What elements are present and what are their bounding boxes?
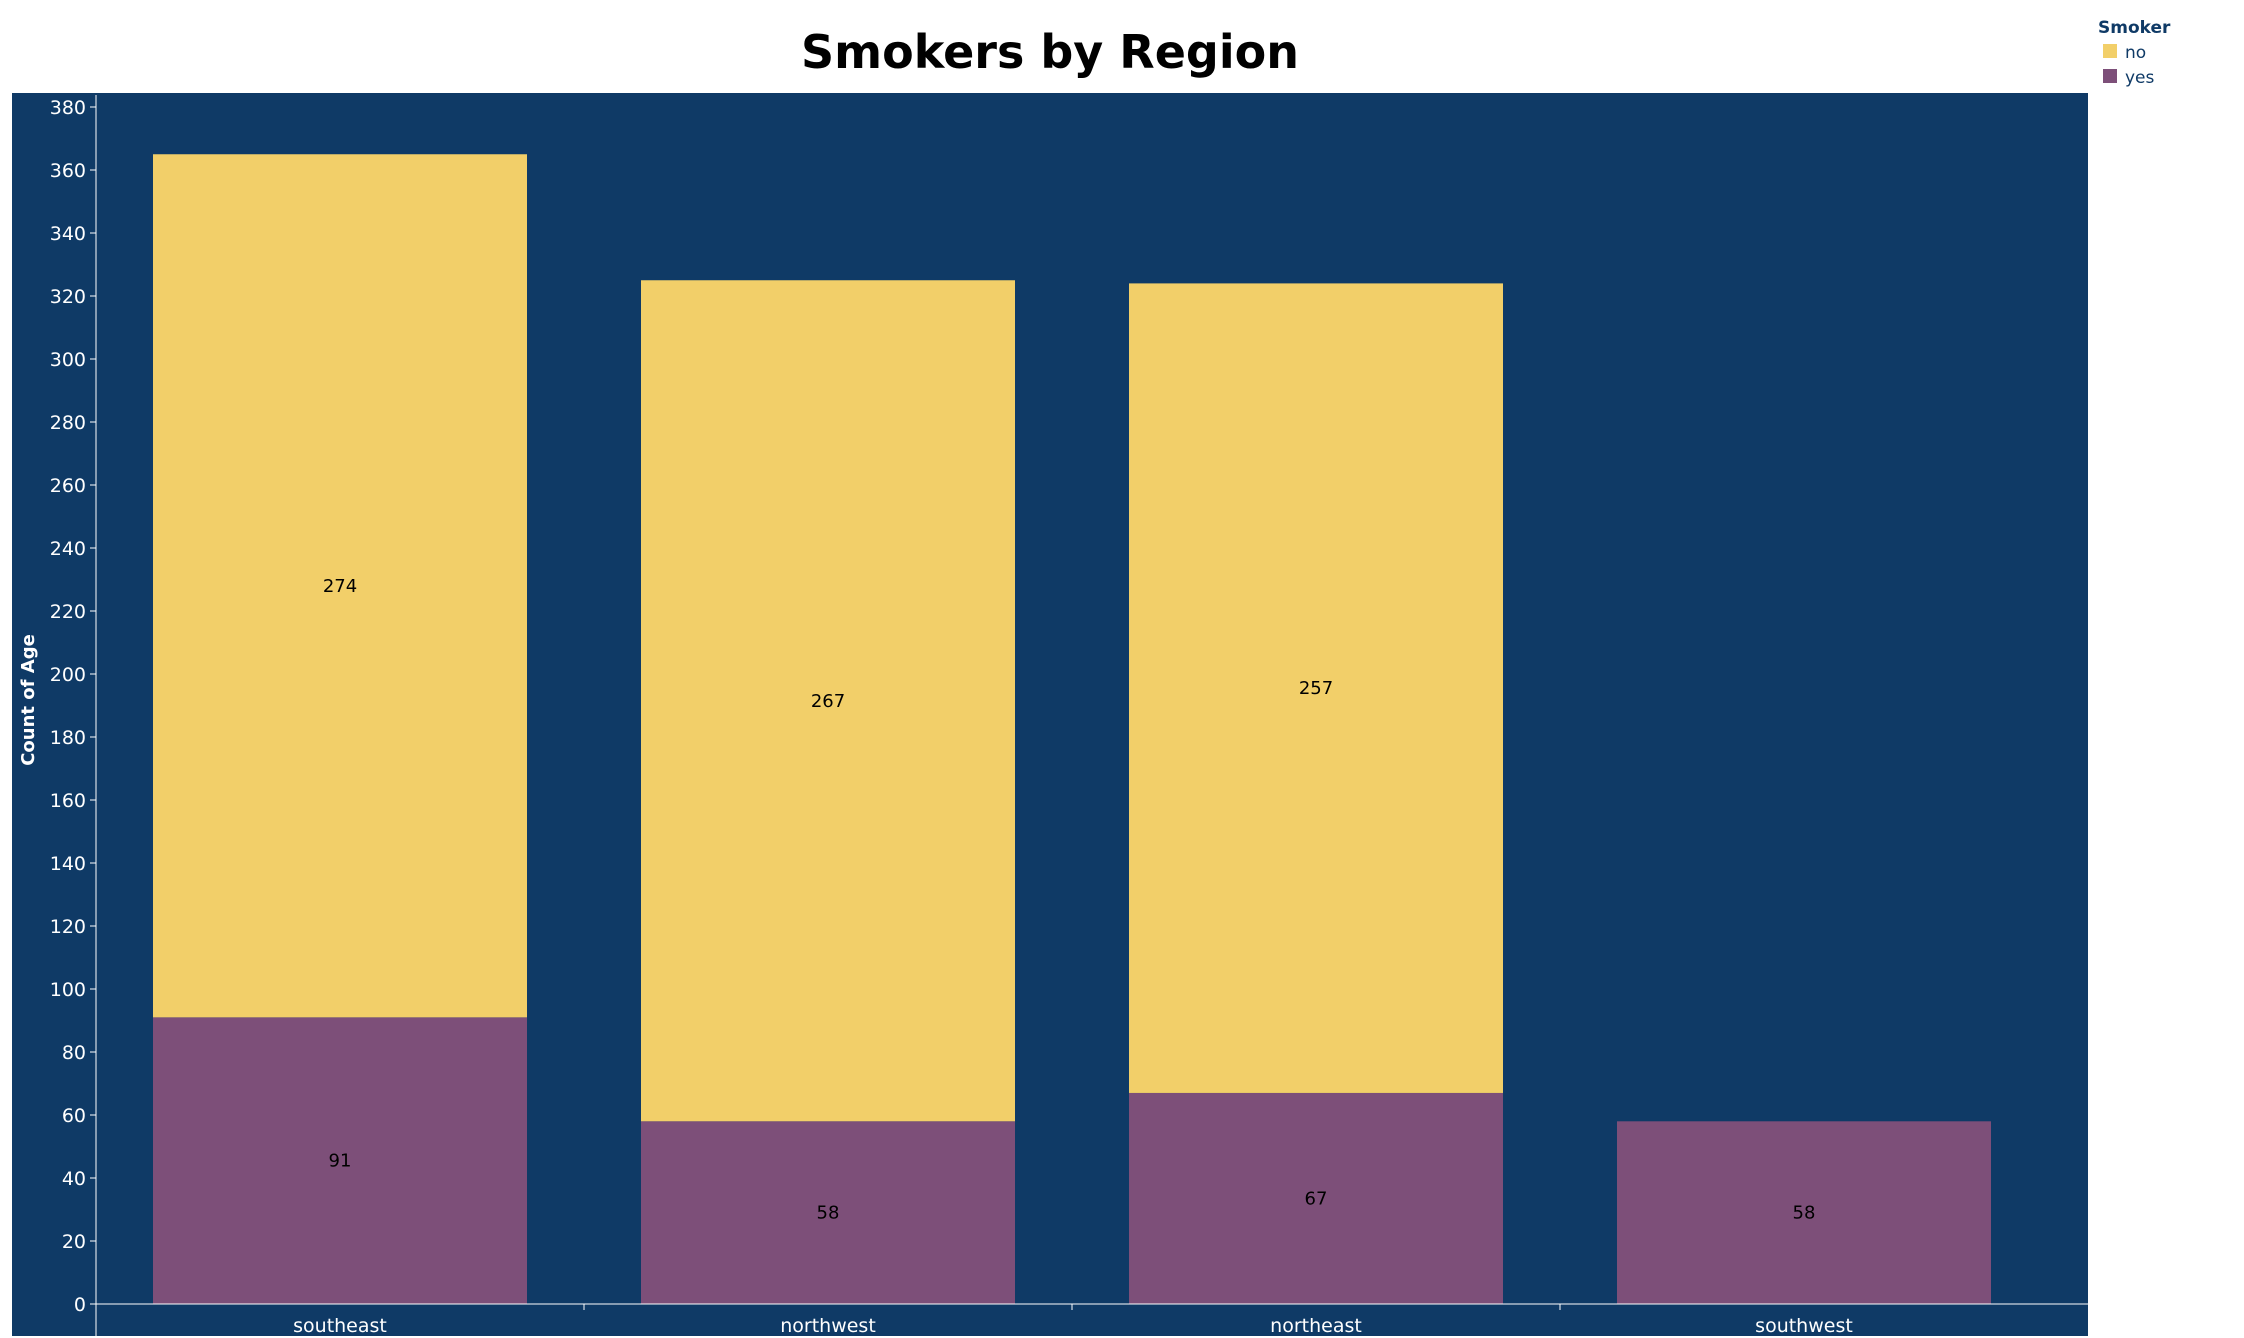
- y-tick-label: 280: [50, 412, 86, 434]
- x-tick-label-southeast: southeast: [293, 1315, 387, 1337]
- bars-group: 91 274 58 267 67 257 58: [153, 154, 1991, 1304]
- y-tick-label: 300: [50, 349, 86, 371]
- legend-swatch-no: [2103, 44, 2117, 58]
- y-tick-label: 120: [50, 916, 86, 938]
- y-tick-label: 320: [50, 286, 86, 308]
- legend-label-yes: yes: [2125, 68, 2155, 88]
- y-tick-label: 40: [62, 1168, 86, 1190]
- legend-swatch-yes: [2103, 69, 2117, 83]
- chart-title: Smokers by Region: [801, 25, 1299, 79]
- bar-yes-northwest: [641, 1121, 1015, 1304]
- y-axis: 0 20 40 60 80 100 120 140 160 180 200 220 240 260 280 3…: [50, 95, 97, 1336]
- y-tick-label: 100: [50, 979, 86, 1001]
- data-label-yes-northeast: 67: [1305, 1188, 1328, 1209]
- x-axis: southeast northwest northeast southwest: [96, 1303, 2088, 1337]
- y-tick-label: 20: [62, 1231, 86, 1253]
- y-axis-label: Count of Age: [18, 634, 39, 766]
- bar-yes-southeast: [153, 1017, 527, 1304]
- x-tick-label-southwest: southwest: [1755, 1315, 1853, 1337]
- y-tick-label: 260: [50, 475, 86, 497]
- bar-yes-northeast: [1129, 1092, 1503, 1304]
- x-tick-label-northwest: northwest: [780, 1315, 876, 1337]
- bar-no-northeast: [1129, 283, 1503, 1093]
- data-label-no-northwest: 267: [811, 691, 845, 712]
- y-tick-label: 220: [50, 601, 86, 623]
- bar-no-northwest: [641, 280, 1015, 1122]
- legend: Smoker no yes: [2098, 18, 2171, 88]
- y-tick-label: 80: [62, 1042, 86, 1064]
- y-tick-label: 160: [50, 790, 86, 812]
- legend-title: Smoker: [2098, 18, 2171, 38]
- y-tick-label: 0: [74, 1294, 86, 1316]
- data-label-yes-northwest: 58: [817, 1203, 840, 1224]
- data-label-no-northeast: 257: [1299, 678, 1333, 699]
- y-tick-label: 340: [50, 223, 86, 245]
- legend-label-no: no: [2125, 43, 2146, 63]
- y-tick-label: 60: [62, 1105, 86, 1127]
- data-label-no-southeast: 274: [323, 576, 357, 597]
- y-tick-label: 140: [50, 853, 86, 875]
- bar-yes-southwest: [1617, 1121, 1991, 1304]
- bar-no-southeast: [153, 154, 527, 1018]
- x-tick-label-northeast: northeast: [1270, 1315, 1362, 1337]
- y-tick-label: 240: [50, 538, 86, 560]
- y-tick-label: 200: [50, 664, 86, 686]
- data-label-yes-southwest: 58: [1793, 1203, 1816, 1224]
- y-tick-label: 180: [50, 727, 86, 749]
- data-label-yes-southeast: 91: [329, 1151, 352, 1172]
- y-tick-label: 380: [50, 97, 86, 119]
- y-tick-label: 360: [50, 160, 86, 182]
